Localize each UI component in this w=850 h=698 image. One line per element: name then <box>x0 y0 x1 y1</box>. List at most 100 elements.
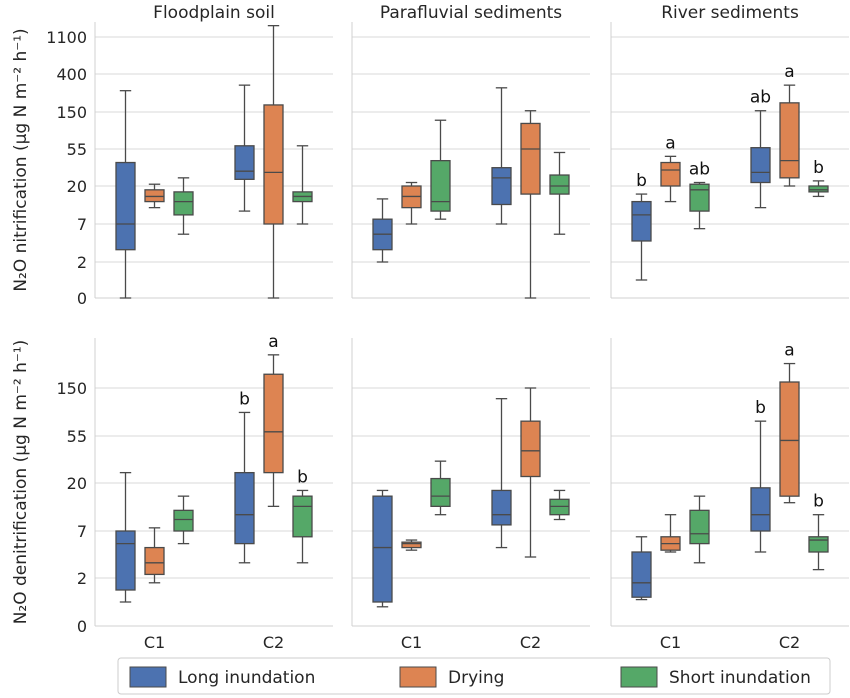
iqr-box <box>263 373 284 474</box>
legend-label: Long inundation <box>178 668 315 688</box>
legend-swatch-long-inundation <box>129 666 167 688</box>
box-short-inundation <box>430 119 451 220</box>
iqr-box <box>173 509 194 532</box>
significance-letter: a <box>268 332 278 352</box>
iqr-box <box>115 530 136 591</box>
x-tick-label: C1 <box>401 633 422 652</box>
box-drying: a <box>660 133 681 203</box>
box-drying <box>144 183 165 209</box>
box-long-inundation: b <box>234 389 255 564</box>
significance-letter: b <box>813 492 824 512</box>
iqr-box <box>144 546 165 576</box>
iqr-box <box>144 189 165 203</box>
x-tick-label: C2 <box>779 633 800 652</box>
iqr-box <box>549 174 570 195</box>
panel-1-1: Floodplain soil <box>94 3 333 299</box>
significance-letter: ab <box>750 88 771 108</box>
panel-title: Parafluvial sediments <box>380 3 562 23</box>
legend-swatch-short-inundation <box>620 666 658 688</box>
iqr-box <box>234 471 255 545</box>
box-short-inundation <box>292 145 313 225</box>
iqr-box <box>520 122 541 195</box>
y-tick-label: 7 <box>77 522 87 541</box>
panel-title: River sediments <box>661 3 799 23</box>
box-long-inundation <box>372 489 393 608</box>
box-long-inundation: b <box>750 398 771 553</box>
box-short-inundation: b <box>808 158 829 198</box>
iqr-box <box>750 147 771 184</box>
box-long-inundation <box>491 87 512 225</box>
box-long-inundation <box>372 198 393 263</box>
iqr-box <box>234 145 255 180</box>
box-short-inundation <box>430 460 451 516</box>
box-long-inundation: ab <box>750 88 771 209</box>
box-short-inundation: ab <box>689 160 710 230</box>
significance-letter: ab <box>689 160 710 180</box>
significance-letter: a <box>784 62 794 82</box>
y-tick-label: 20 <box>67 474 87 493</box>
y-axis-label: N₂O denitrification (μg N m⁻² h⁻¹) <box>11 340 31 625</box>
panel-1-2: Parafluvial sediments <box>351 3 590 299</box>
box-short-inundation <box>173 177 194 235</box>
iqr-box <box>689 509 710 545</box>
box-short-inundation: b <box>292 467 313 564</box>
box-drying <box>263 25 284 299</box>
box-short-inundation <box>689 495 710 564</box>
y-tick-label: 150 <box>56 103 87 122</box>
y-tick-label: 0 <box>77 617 87 636</box>
x-tick-label: C2 <box>520 633 541 652</box>
iqr-box <box>631 551 652 598</box>
iqr-box <box>808 536 829 553</box>
iqr-box <box>263 104 284 225</box>
panel-2-2 <box>351 338 590 627</box>
significance-letter: b <box>297 467 308 487</box>
x-tick-label: C1 <box>660 633 681 652</box>
box-long-inundation <box>115 471 136 603</box>
legend-swatch-drying <box>399 666 437 688</box>
legend-label: Drying <box>448 668 504 688</box>
panel-2-1: b a b <box>94 332 333 627</box>
box-drying <box>520 110 541 299</box>
box-long-inundation <box>234 84 255 212</box>
iqr-box <box>779 102 800 179</box>
significance-letter: b <box>813 158 824 178</box>
y-tick-label: 400 <box>56 65 87 84</box>
iqr-box <box>660 161 681 187</box>
box-short-inundation: b <box>808 492 829 571</box>
box-long-inundation <box>631 536 652 601</box>
iqr-box <box>520 420 541 478</box>
y-axis-label: N₂O nitrification (μg N m⁻² h⁻¹) <box>11 28 31 291</box>
y-tick-label: 55 <box>67 427 87 446</box>
significance-letter: a <box>665 133 675 153</box>
iqr-box <box>372 495 393 603</box>
iqr-box <box>430 159 451 212</box>
iqr-box <box>689 183 710 212</box>
legend: Long inundation Drying Short inundation <box>117 657 831 695</box>
box-drying <box>401 181 422 225</box>
x-tick-label: C2 <box>263 633 284 652</box>
iqr-box <box>292 495 313 538</box>
iqr-box <box>491 167 512 206</box>
iqr-box <box>173 191 194 216</box>
significance-letter: b <box>755 398 766 418</box>
y-tick-label: 2 <box>77 569 87 588</box>
iqr-box <box>430 477 451 508</box>
iqr-box <box>631 200 652 242</box>
iqr-box <box>779 381 800 497</box>
y-tick-label: 7 <box>77 215 87 234</box>
iqr-box <box>115 161 136 251</box>
y-tick-label: 2 <box>77 253 87 272</box>
box-drying <box>660 514 681 553</box>
panel-title: Floodplain soil <box>153 3 275 23</box>
y-tick-label: 20 <box>67 177 87 196</box>
iqr-box <box>808 185 829 193</box>
box-drying: a <box>779 341 800 504</box>
significance-letter: b <box>239 389 250 409</box>
box-short-inundation <box>549 151 570 235</box>
y-tick-label: 0 <box>77 289 87 308</box>
box-drying <box>144 527 165 584</box>
y-tick-label: 55 <box>67 140 87 159</box>
box-long-inundation <box>115 90 136 299</box>
